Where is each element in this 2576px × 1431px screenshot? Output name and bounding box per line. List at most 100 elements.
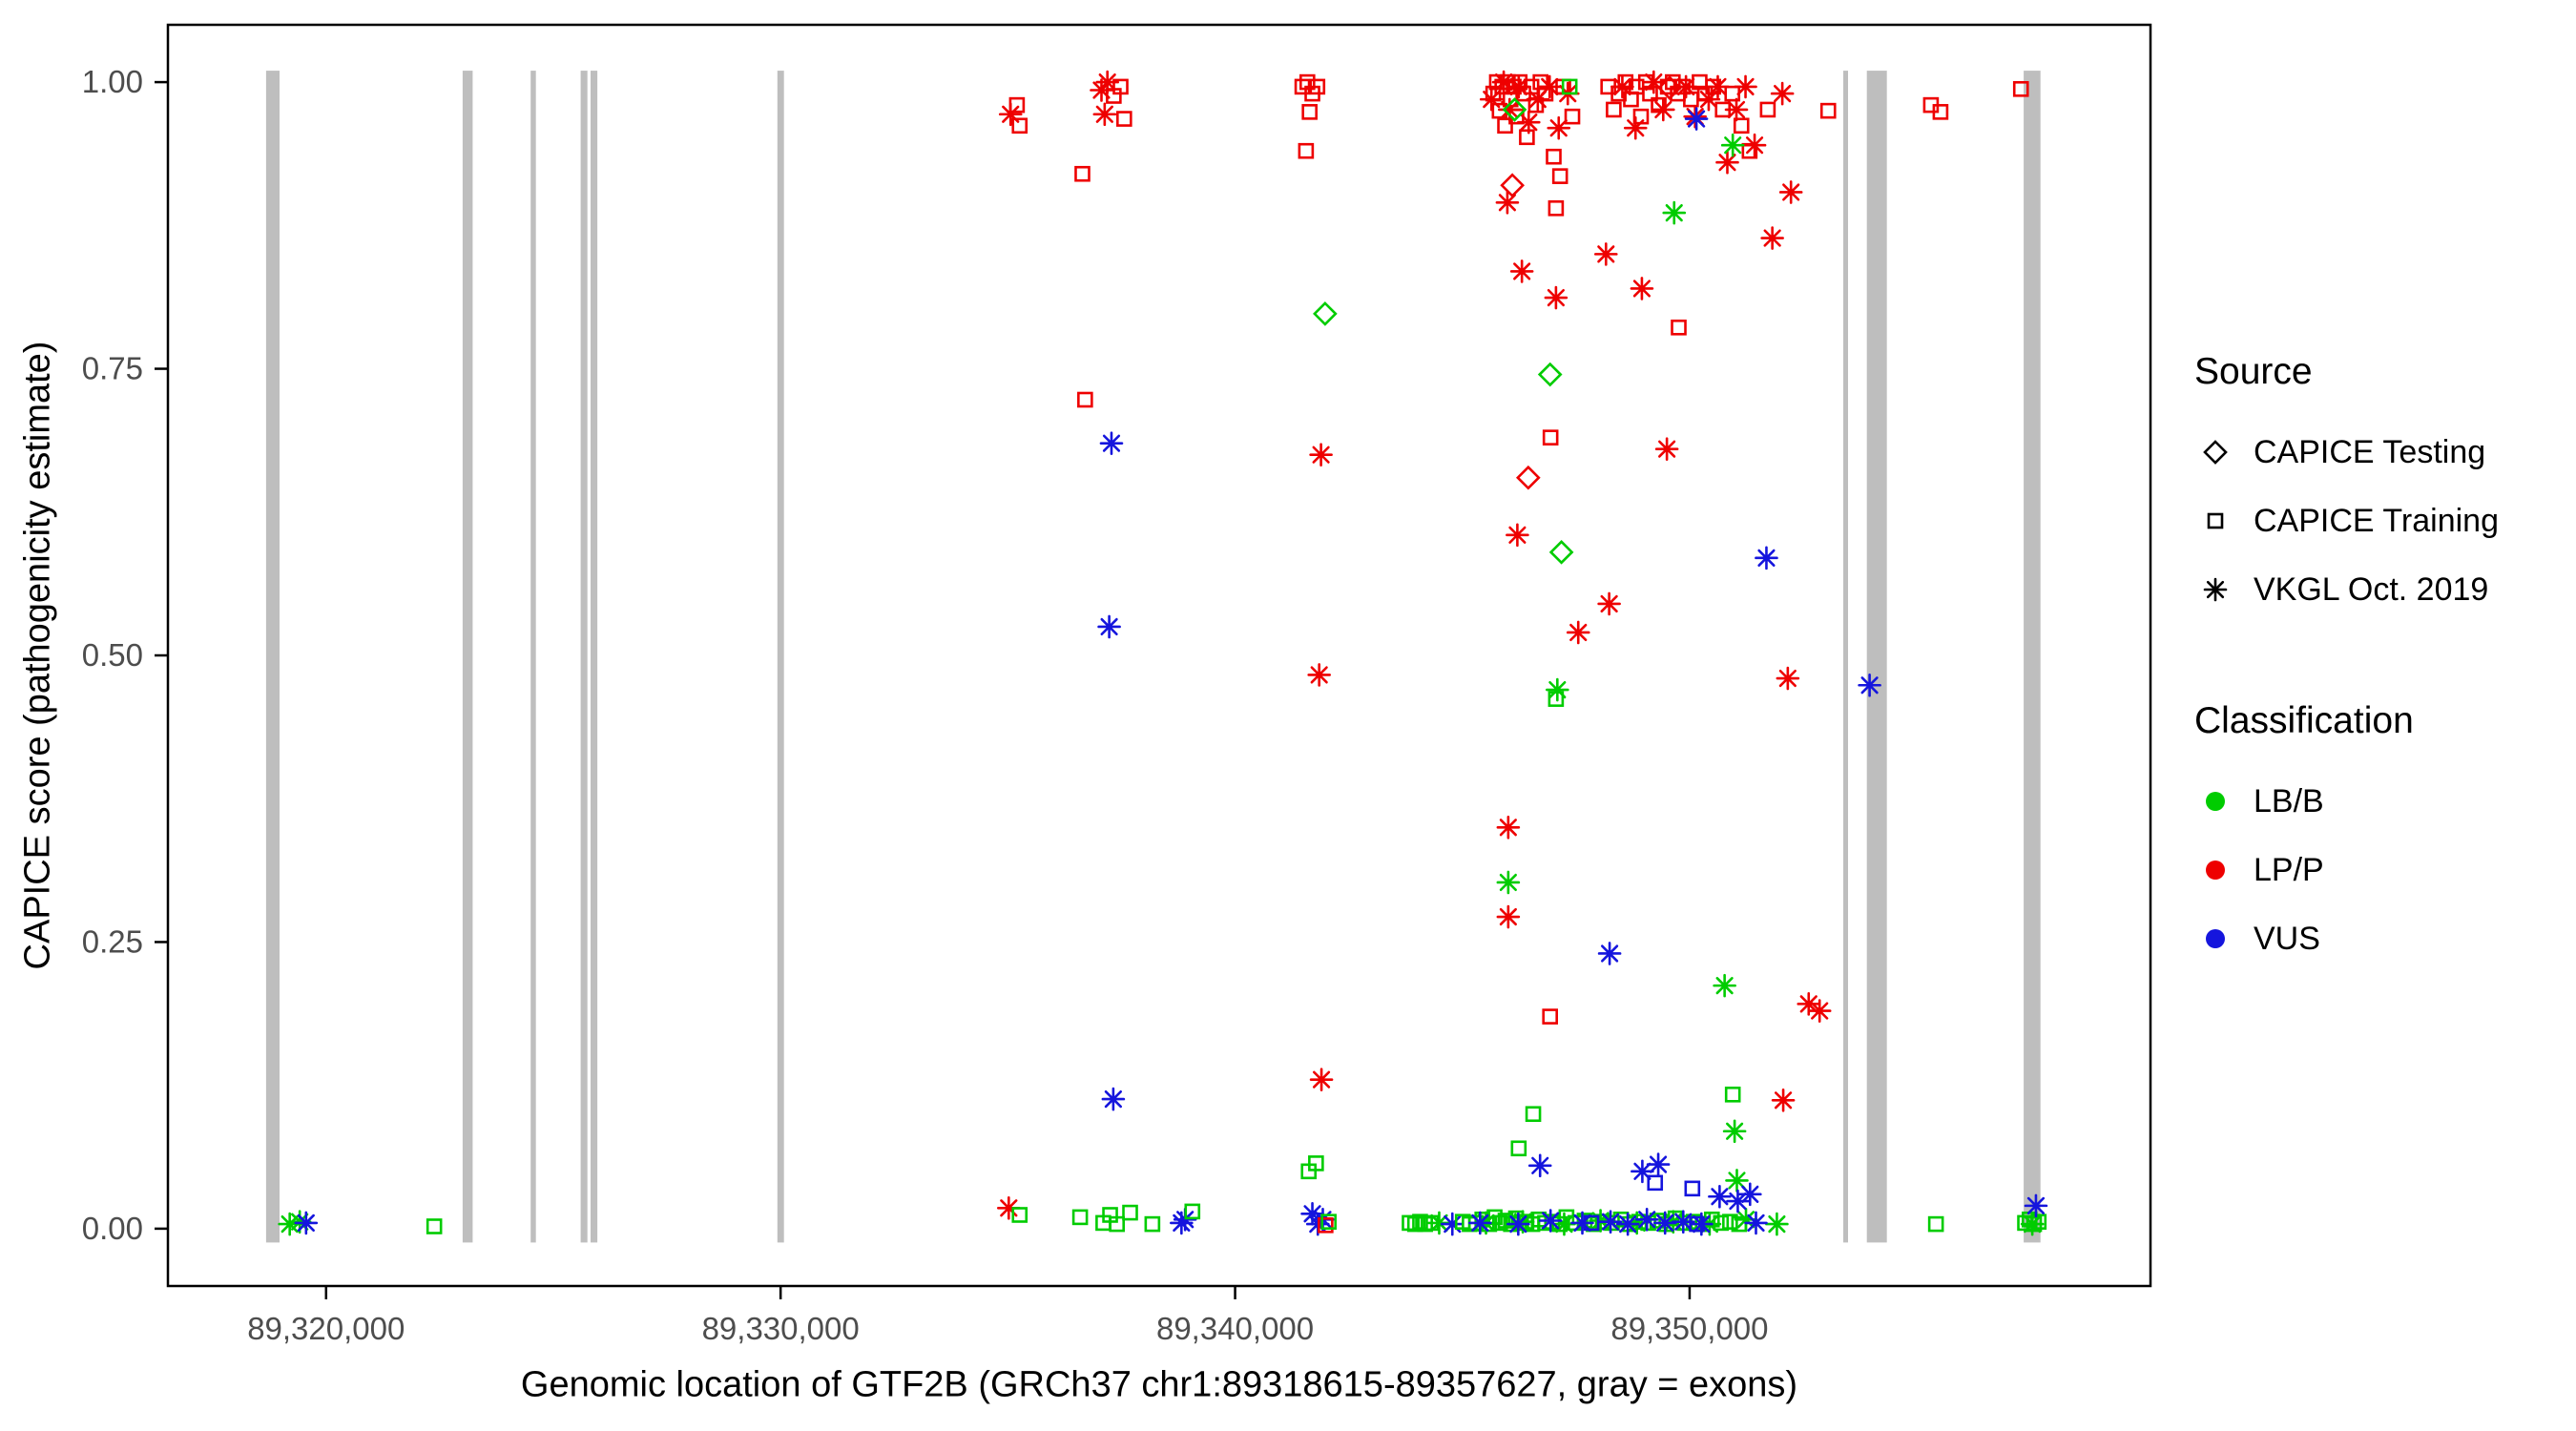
data-point — [1623, 115, 1648, 140]
data-point — [1307, 663, 1331, 687]
legend-item-label: CAPICE Training — [2254, 502, 2499, 539]
data-point — [1706, 74, 1730, 99]
data-point — [1551, 168, 1568, 184]
x-axis-title: Genomic location of GTF2B (GRCh37 chr1:8… — [520, 1364, 1798, 1405]
plot-legend: Source CAPICE Testing CAPICE Training VK… — [2194, 351, 2499, 973]
data-point — [1725, 1169, 1749, 1192]
red-dot-icon — [2206, 861, 2225, 880]
data-point — [1546, 677, 1569, 702]
data-point — [1776, 666, 1800, 691]
exon-bar — [265, 71, 280, 1243]
exon-bar — [580, 71, 588, 1243]
exon-bar — [1866, 71, 1887, 1243]
data-point — [1615, 1212, 1640, 1236]
data-point — [1671, 1210, 1695, 1234]
data-point — [1173, 1207, 1197, 1232]
data-point — [1548, 539, 1574, 565]
data-point — [1090, 78, 1113, 102]
data-point — [998, 102, 1023, 127]
data-point — [1526, 87, 1550, 112]
data-point — [1517, 110, 1541, 135]
data-point — [1298, 142, 1315, 159]
data-point — [1598, 1210, 1623, 1234]
data-point — [1440, 1212, 1465, 1236]
data-point — [1654, 437, 1679, 461]
data-point — [1673, 74, 1698, 99]
data-point — [1597, 942, 1622, 965]
data-point — [1427, 1211, 1451, 1235]
data-point — [1630, 277, 1654, 301]
data-point — [1497, 117, 1513, 135]
data-point — [1858, 673, 1881, 697]
data-point — [1797, 992, 1821, 1016]
x-tick-label: 89,320,000 — [247, 1311, 405, 1346]
legend-item-label: LP/P — [2254, 851, 2324, 888]
x-tick-label: 89,330,000 — [702, 1311, 860, 1346]
data-point — [1552, 1212, 1576, 1236]
data-point — [1547, 115, 1571, 140]
legend-group-classification: Classification LB/B LP/P VUS — [2194, 700, 2499, 973]
data-point — [1112, 78, 1129, 95]
data-point — [1807, 999, 1832, 1023]
data-point — [1537, 362, 1563, 387]
data-point — [1011, 117, 1028, 135]
data-point — [1771, 1089, 1796, 1112]
x-tick-label: 89,350,000 — [1610, 1311, 1768, 1346]
data-point — [1722, 1213, 1738, 1230]
data-point — [1509, 259, 1534, 283]
data-point — [1642, 70, 1666, 94]
data-point — [1593, 242, 1618, 266]
data-point — [1671, 319, 1687, 336]
data-point — [1720, 133, 1745, 157]
data-point — [294, 1211, 319, 1235]
data-point — [1527, 1153, 1552, 1178]
data-point — [1412, 1213, 1428, 1230]
y-tick-label: 0.50 — [82, 637, 143, 673]
data-point — [1099, 431, 1124, 455]
data-point — [1101, 1087, 1126, 1111]
data-point — [1690, 1212, 1714, 1236]
data-point — [1662, 200, 1687, 225]
data-point — [1071, 1209, 1089, 1226]
data-point — [1778, 180, 1803, 204]
exon-bar — [777, 71, 784, 1243]
data-point — [1548, 199, 1565, 217]
legend-item-vus: VUS — [2194, 904, 2499, 973]
data-point — [1610, 74, 1634, 99]
data-point — [1819, 102, 1837, 119]
data-point — [1299, 73, 1316, 91]
data-point — [1652, 1211, 1677, 1235]
data-point — [1144, 1215, 1161, 1233]
data-point — [1538, 1209, 1563, 1233]
data-point — [1564, 108, 1581, 125]
legend-item-label: LB/B — [2254, 782, 2324, 819]
data-point — [1077, 391, 1093, 408]
data-point — [1537, 74, 1562, 99]
data-point — [1722, 1119, 1747, 1144]
data-point — [1606, 101, 1622, 118]
exon-bar — [462, 71, 473, 1243]
data-point — [1491, 70, 1516, 94]
data-point — [1734, 74, 1757, 99]
x-tick-label: 89,340,000 — [1156, 1311, 1314, 1346]
data-point — [1542, 429, 1559, 446]
data-point — [1309, 78, 1326, 95]
data-point — [1927, 1215, 1944, 1233]
legend-item-label: VKGL Oct. 2019 — [2254, 570, 2489, 608]
data-point — [1309, 443, 1333, 467]
data-point — [1561, 78, 1578, 95]
legend-item-capice-testing: CAPICE Testing — [2194, 418, 2499, 487]
data-point — [1566, 620, 1590, 645]
data-point — [1631, 1159, 1654, 1184]
legend-group-source: Source CAPICE Testing CAPICE Training VK… — [2194, 351, 2499, 624]
data-point — [1184, 1203, 1201, 1220]
data-point — [1546, 148, 1562, 165]
data-point — [1116, 111, 1132, 127]
y-tick-label: 0.75 — [82, 351, 143, 386]
legend-item-lbb: LB/B — [2194, 767, 2499, 836]
data-point — [1300, 1201, 1324, 1226]
exon-bar — [591, 71, 598, 1243]
data-point — [1468, 1211, 1492, 1235]
exon-bar — [2024, 71, 2041, 1243]
